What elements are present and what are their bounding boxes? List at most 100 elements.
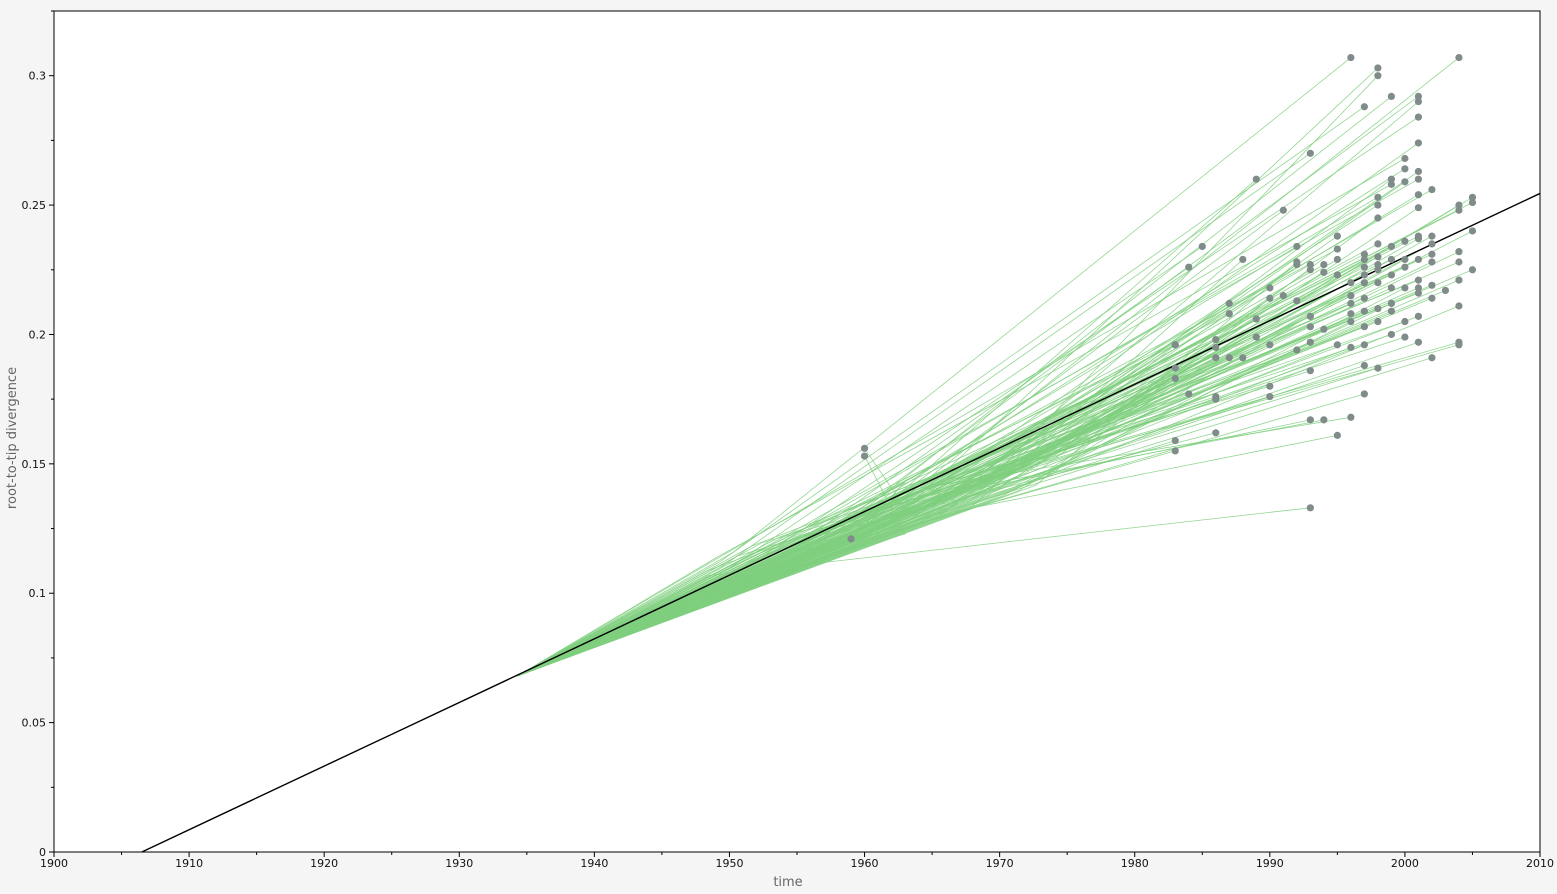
tip-point (1360, 263, 1368, 271)
tip-point (1293, 346, 1301, 354)
tip-point (1279, 206, 1287, 214)
tip-point (1455, 258, 1463, 266)
tip-point (1414, 97, 1423, 106)
tip-point (1320, 416, 1328, 424)
tip-point (1360, 341, 1368, 349)
tip-point (1374, 279, 1382, 287)
x-tick-label: 1940 (580, 857, 608, 870)
tip-point (1347, 279, 1355, 287)
tip-point (1374, 317, 1382, 326)
tip-point (1414, 113, 1423, 121)
tip-point (1414, 175, 1423, 183)
lineage-line (517, 305, 1460, 677)
tip-point (847, 535, 855, 543)
tip-point (1401, 263, 1409, 271)
tip-point (1374, 304, 1382, 313)
tip-point (1171, 374, 1179, 383)
x-tick-label: 1970 (986, 857, 1014, 870)
tip-point (1414, 235, 1423, 243)
tip-point (1374, 260, 1382, 269)
tip-point (1306, 367, 1314, 375)
tip-point (1414, 139, 1423, 147)
tip-point (1455, 341, 1463, 349)
tip-point (1266, 284, 1274, 292)
tip-point (1306, 312, 1314, 320)
tip-point (1171, 436, 1179, 445)
tip-point (1428, 294, 1436, 302)
tip-point (1401, 178, 1409, 186)
y-tick-label: 0.05 (22, 717, 47, 730)
lineage-line (517, 357, 1433, 677)
lineage-line (517, 207, 1419, 677)
tip-point (1428, 354, 1436, 362)
x-tick-label: 2010 (1526, 857, 1554, 870)
tip-point (1333, 341, 1341, 349)
tip-point (1360, 323, 1368, 331)
tip-point (1468, 198, 1477, 207)
tip-point (1428, 240, 1436, 248)
tip-point (1347, 53, 1355, 62)
tip-point (1374, 193, 1382, 201)
tip-point (1360, 294, 1368, 302)
tip-point (1401, 284, 1409, 292)
tip-point (1387, 271, 1395, 279)
tip-point (1293, 258, 1301, 266)
tip-point (1320, 260, 1328, 269)
x-tick-label: 1900 (40, 857, 68, 870)
tip-point (1306, 149, 1314, 157)
x-tick-label: 1930 (445, 857, 473, 870)
tip-point (1225, 310, 1233, 318)
tip-point (1387, 92, 1395, 100)
lineage-line (517, 251, 1460, 677)
tip-point (1293, 297, 1301, 305)
tip-point (1333, 255, 1341, 264)
tip-point (1239, 354, 1247, 362)
tip-point (1401, 333, 1409, 341)
tip-point (1225, 354, 1233, 362)
tip-point (1266, 294, 1274, 302)
tip-point (1468, 227, 1477, 235)
tip-point (1306, 260, 1314, 269)
tip-point (1455, 206, 1463, 214)
tip-point (1374, 201, 1382, 209)
tip-point (1455, 302, 1463, 310)
tip-point (1428, 185, 1436, 194)
tip-point (1306, 323, 1314, 331)
tip-point (860, 444, 869, 452)
lineage-lines (517, 57, 1473, 677)
tip-point (1360, 390, 1368, 398)
tip-point (1428, 250, 1436, 258)
tip-point (1401, 317, 1409, 326)
lineage-line (517, 321, 1406, 677)
tip-point (1185, 390, 1193, 398)
lineage-line (517, 184, 1392, 677)
tip-point (1212, 429, 1220, 437)
tip-point (1387, 242, 1395, 251)
tip-point (1468, 266, 1477, 274)
tip-point (1360, 255, 1368, 264)
tip-point (1360, 361, 1368, 370)
tip-point (1347, 413, 1355, 421)
lineage-line (517, 204, 1460, 677)
tip-point (1414, 167, 1423, 176)
y-tick-label: 0.25 (22, 199, 47, 212)
tip-point (1387, 284, 1395, 292)
tip-points (847, 53, 1477, 543)
tip-point (1387, 175, 1395, 183)
lineage-line (517, 261, 1433, 677)
tip-point (1212, 336, 1220, 344)
y-tick-label: 0.3 (29, 70, 47, 83)
y-tick-label: 0.2 (29, 328, 47, 341)
tip-point (1441, 286, 1450, 295)
y-tick-label: 0.1 (29, 587, 47, 600)
lineage-line (517, 230, 1473, 677)
tip-point (1293, 242, 1301, 251)
tip-point (1279, 292, 1287, 300)
tip-point (1266, 382, 1274, 390)
tip-point (1320, 268, 1328, 276)
tip-point (1387, 299, 1395, 308)
x-tick-label: 2000 (1391, 857, 1419, 870)
tip-point (1414, 289, 1423, 297)
